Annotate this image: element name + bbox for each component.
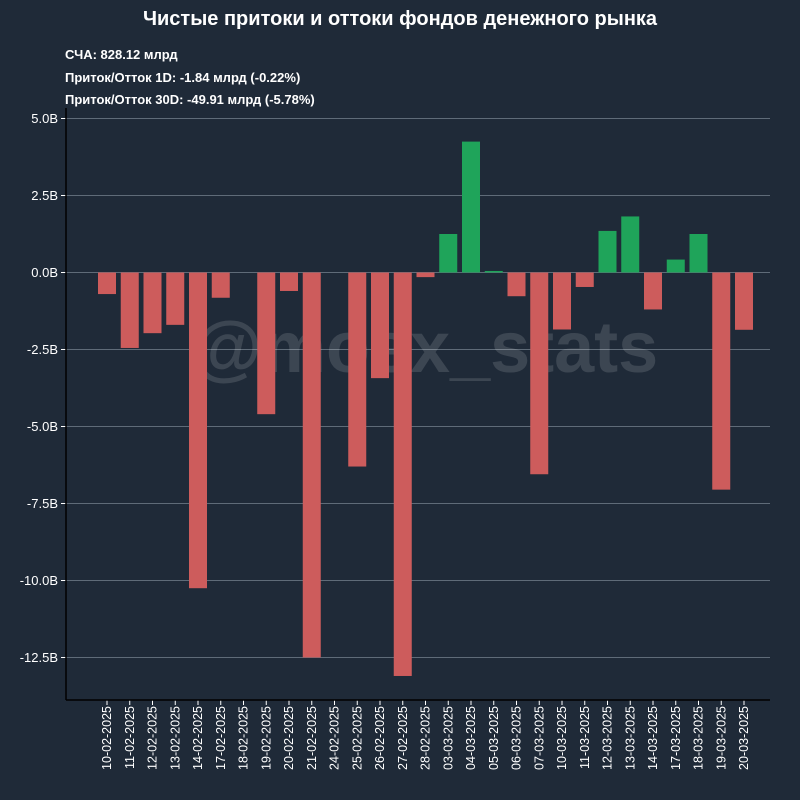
bar bbox=[507, 272, 526, 297]
bar bbox=[462, 141, 480, 273]
y-tick-label: -10.0B bbox=[20, 573, 58, 588]
x-tick-label: 10-03-2025 bbox=[555, 706, 569, 770]
x-tick-label: 13-03-2025 bbox=[623, 706, 637, 770]
bar bbox=[553, 272, 571, 330]
x-tick-label: 13-02-2025 bbox=[168, 706, 182, 770]
bar bbox=[644, 272, 662, 310]
x-tick-label: 27-02-2025 bbox=[396, 706, 410, 770]
bar-layer bbox=[98, 141, 753, 676]
bar bbox=[598, 230, 617, 273]
bar bbox=[439, 234, 458, 273]
stats-block: СЧА: 828.12 млрд Приток/Отток 1D: -1.84 … bbox=[65, 44, 315, 112]
y-tick-label: 5.0B bbox=[31, 111, 58, 126]
y-tick-label: -5.0B bbox=[27, 419, 58, 434]
x-tick-label: 04-03-2025 bbox=[464, 706, 478, 770]
x-tick-label: 05-03-2025 bbox=[487, 706, 501, 770]
y-tick-label: -12.5B bbox=[20, 650, 58, 665]
bar bbox=[280, 272, 298, 291]
y-tick-labels: 5.0B 2.5B 0.0B -2.5B -5.0B -7.5B -10.0B -12.5B bbox=[20, 111, 58, 665]
y-tick-label: 0.0B bbox=[31, 265, 58, 280]
bar bbox=[666, 259, 685, 273]
x-tick-label: 06-03-2025 bbox=[510, 706, 524, 770]
x-tick-label: 25-02-2025 bbox=[350, 706, 364, 770]
x-tick-label: 18-02-2025 bbox=[237, 706, 251, 770]
bar bbox=[530, 272, 549, 475]
bar bbox=[484, 270, 503, 273]
x-tick-label: 07-03-2025 bbox=[532, 706, 546, 770]
x-tick-label: 18-03-2025 bbox=[692, 706, 706, 770]
bar bbox=[371, 272, 389, 379]
bar bbox=[143, 272, 162, 334]
stat-flow-1d: Приток/Отток 1D: -1.84 млрд (-0.22%) bbox=[65, 69, 301, 85]
x-tick-labels: 10-02-2025 11-02-2025 12-02-2025 13-02-2025… bbox=[100, 706, 751, 770]
bar bbox=[302, 272, 321, 658]
bar bbox=[348, 272, 367, 467]
x-tick-label: 17-03-2025 bbox=[669, 706, 683, 770]
y-tick-label: -7.5B bbox=[27, 496, 58, 511]
bar bbox=[393, 272, 412, 676]
bar bbox=[689, 234, 708, 273]
bar bbox=[166, 272, 185, 325]
bar bbox=[735, 272, 753, 330]
x-tick-label: 17-02-2025 bbox=[214, 706, 228, 770]
x-tick-label: 12-03-2025 bbox=[601, 706, 615, 770]
x-tick-label: 10-02-2025 bbox=[100, 706, 114, 770]
x-tick-label: 14-02-2025 bbox=[191, 706, 205, 770]
bar bbox=[712, 272, 731, 490]
bar bbox=[120, 272, 139, 348]
x-tick-label: 28-02-2025 bbox=[419, 706, 433, 770]
x-tick-label: 14-03-2025 bbox=[646, 706, 660, 770]
bar bbox=[575, 272, 594, 287]
x-tick-label: 20-02-2025 bbox=[282, 706, 296, 770]
x-tick-label: 19-03-2025 bbox=[714, 706, 728, 770]
x-tick-label: 24-02-2025 bbox=[328, 706, 342, 770]
y-tick-label: 2.5B bbox=[31, 188, 58, 203]
x-tick-label: 19-02-2025 bbox=[259, 706, 273, 770]
chart-title: Чистые притоки и оттоки фондов денежного… bbox=[142, 8, 658, 30]
bar bbox=[416, 272, 435, 278]
y-tick-label: -2.5B bbox=[27, 342, 58, 357]
axis-layer bbox=[61, 108, 770, 705]
x-tick-label: 03-03-2025 bbox=[441, 706, 455, 770]
stat-nav: СЧА: 828.12 млрд bbox=[65, 47, 178, 62]
x-tick-label: 11-02-2025 bbox=[123, 706, 137, 769]
bar bbox=[621, 216, 640, 273]
bar bbox=[257, 272, 276, 415]
grid-layer bbox=[66, 118, 770, 658]
x-tick-label: 26-02-2025 bbox=[373, 706, 387, 770]
bar bbox=[211, 272, 230, 298]
stat-flow-30d: Приток/Отток 30D: -49.91 млрд (-5.78%) bbox=[65, 92, 315, 107]
bar bbox=[189, 272, 207, 589]
bar bbox=[98, 272, 116, 295]
x-tick-label: 21-02-2025 bbox=[305, 706, 319, 770]
x-tick-label: 20-03-2025 bbox=[737, 706, 751, 770]
x-tick-label: 12-02-2025 bbox=[146, 706, 160, 770]
x-tick-label: 11-03-2025 bbox=[578, 706, 592, 769]
